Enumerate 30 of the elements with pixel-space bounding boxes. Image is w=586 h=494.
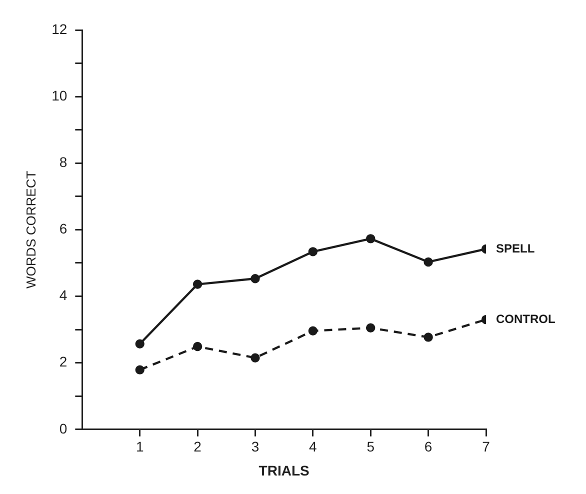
point — [192, 342, 202, 352]
x-tick-label: 3 — [251, 438, 260, 455]
y-tick-label: 8 — [59, 154, 68, 170]
point — [135, 365, 144, 374]
x-tick-label: 7 — [482, 438, 490, 455]
series-label: CONTROL — [496, 312, 556, 326]
x-axis-title: TRIALS — [258, 462, 310, 478]
y-tick-label: 12 — [52, 20, 68, 37]
series-label: SPELL — [496, 241, 535, 256]
point — [250, 353, 260, 362]
point — [424, 332, 433, 342]
x-tick-label: 5 — [366, 438, 375, 455]
y-tick-label: 2 — [59, 354, 68, 370]
y-axis-title: WORDS CORRECT — [23, 170, 38, 289]
y-tick-label: 10 — [52, 87, 68, 104]
x-tick-label: 1 — [136, 438, 144, 455]
point — [366, 234, 376, 244]
point — [250, 274, 260, 284]
point — [135, 339, 144, 348]
point — [424, 257, 433, 267]
point — [366, 323, 376, 332]
point — [308, 326, 318, 336]
point — [192, 280, 202, 289]
x-tick-label: 2 — [194, 438, 202, 455]
y-tick-label: 0 — [59, 420, 68, 436]
y-tick-label: 4 — [59, 287, 68, 304]
x-tick-label: 6 — [424, 438, 432, 455]
point — [308, 247, 318, 256]
x-tick-label: 4 — [309, 438, 318, 455]
y-tick-label: 6 — [59, 220, 68, 237]
